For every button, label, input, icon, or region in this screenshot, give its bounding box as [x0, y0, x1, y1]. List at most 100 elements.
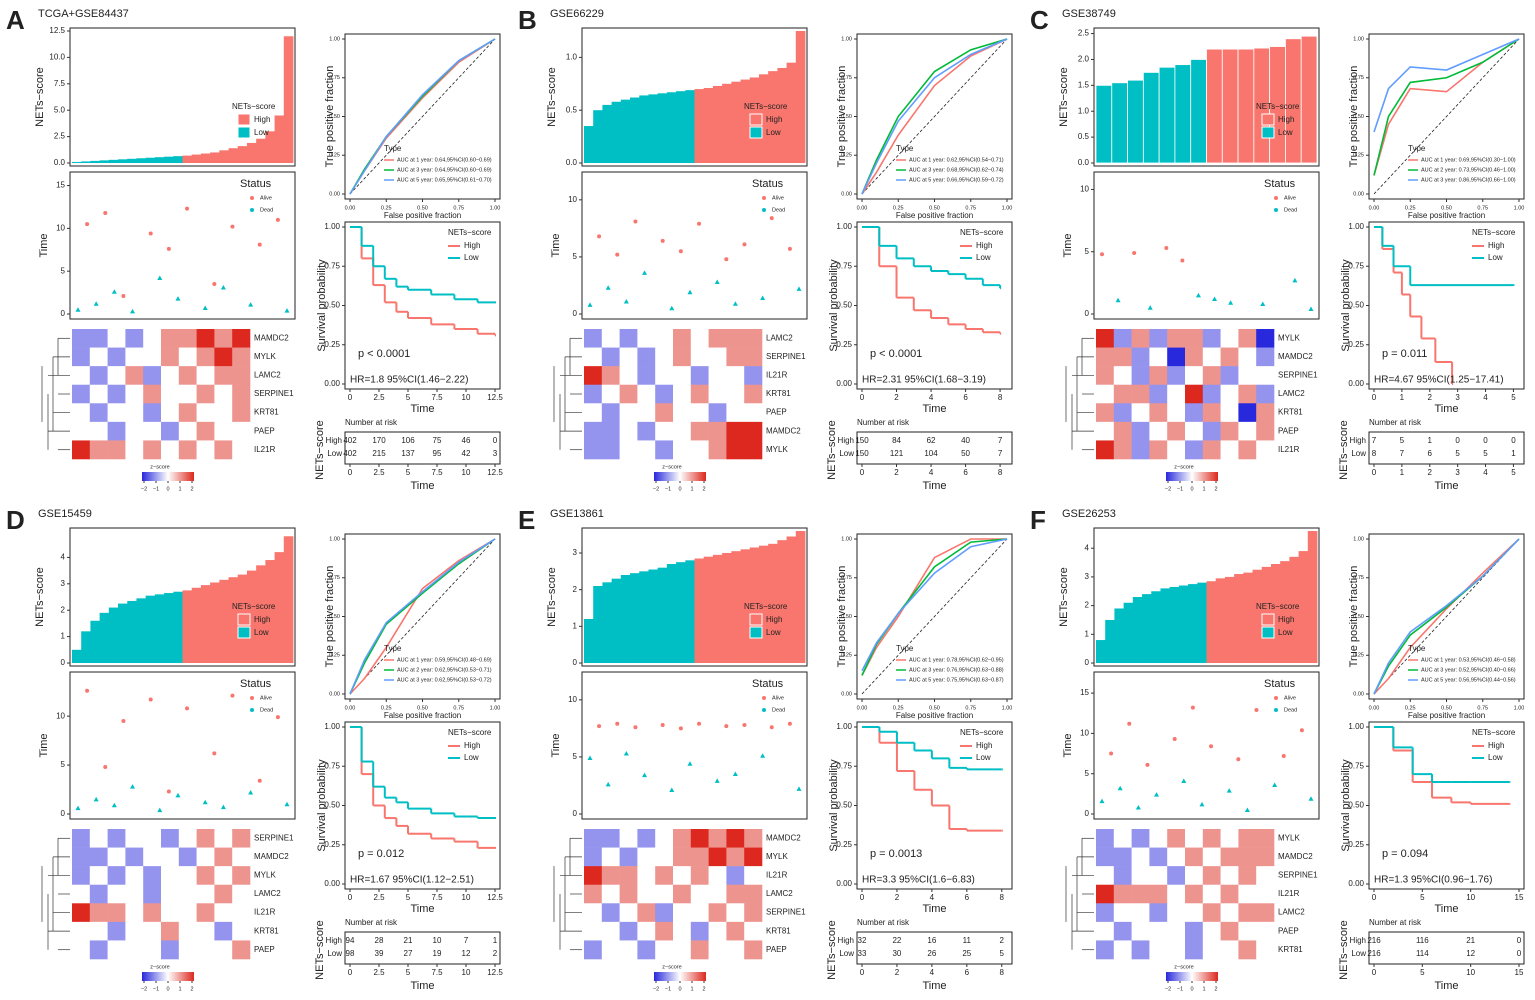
legend-title: NETs−score: [448, 728, 492, 737]
gene-label: SERPINE1: [254, 833, 294, 842]
heat-cell: [1149, 940, 1168, 960]
heat-cell: [1185, 866, 1204, 886]
gene-label: KRT81: [1278, 408, 1303, 417]
y-tick-label: 0.25: [324, 340, 340, 349]
heat-cell: [214, 903, 233, 923]
heat-cell: [1113, 347, 1132, 367]
status-point: [796, 786, 802, 791]
p-value: p = 0.0013: [870, 848, 922, 860]
risk-count: 30: [892, 949, 901, 958]
y-tick-label: 0.00: [836, 879, 852, 888]
heat-cell: [1185, 829, 1204, 848]
score-bar: [768, 543, 778, 663]
score-bar: [685, 560, 695, 663]
heat-cell: [1167, 921, 1186, 941]
x-tick-label: 2.5: [373, 968, 385, 977]
risk-count: 150: [855, 436, 869, 445]
risk-count: 0: [1517, 936, 1522, 945]
y-tick-label: 0.00: [1348, 379, 1364, 388]
heat-cell: [1167, 829, 1186, 848]
heat-cell: [72, 440, 91, 460]
heat-cell: [1202, 829, 1221, 848]
y-tick-label: 0.25: [841, 153, 852, 159]
heat-cell: [690, 884, 709, 904]
status-point: [1099, 798, 1105, 804]
heat-cell: [584, 884, 603, 904]
gene-label: MAMDC2: [1278, 852, 1313, 861]
risk-count: 16: [927, 936, 936, 945]
heat-cell: [655, 384, 674, 404]
y-tick-label: 0.50: [329, 114, 340, 120]
color-scale: [142, 472, 194, 481]
x-axis-label: Time: [410, 903, 434, 915]
heat-cell: [107, 921, 126, 941]
y-tick-label: 0.75: [1348, 261, 1364, 270]
heat-cell: [708, 921, 727, 941]
table-title: Number at risk: [345, 918, 398, 927]
heat-cell: [89, 440, 108, 460]
heat-cell: [107, 866, 126, 886]
y-tick-label: 0.25: [1348, 840, 1364, 849]
gene-label: PAEP: [254, 426, 275, 435]
status-point: [220, 284, 226, 290]
y-tick-label: 0: [61, 309, 66, 318]
heat-cell: [1113, 884, 1132, 904]
heat-cell: [1149, 403, 1168, 423]
status-point: [687, 761, 693, 766]
status-point: [714, 279, 720, 285]
y-tick-label: 1.00: [329, 36, 340, 42]
heat-cell: [107, 829, 126, 848]
heat-cell: [1149, 347, 1168, 367]
gene-label: LAMC2: [254, 371, 281, 380]
gene-label: MAMDC2: [766, 833, 801, 842]
gene-label: PAEP: [254, 945, 275, 954]
hazard-ratio: HR=1.3 95%CI(0.96−1.76): [1374, 875, 1492, 886]
score-bar: [81, 631, 91, 663]
heat-cell: [1131, 940, 1150, 960]
row-label: High: [838, 936, 854, 945]
y-axis-label: Survival probability: [1340, 259, 1352, 352]
status-point: [732, 301, 738, 306]
heat-cell: [72, 384, 91, 404]
heat-cell: [673, 403, 692, 423]
heat-cell: [125, 329, 144, 348]
legend-label: AUC at 5 year: 0.66,95%CI(0.59−0.72): [909, 177, 1004, 183]
risk-count: 0: [1483, 436, 1488, 445]
status-point: [660, 238, 665, 243]
roc-curve: [861, 538, 1008, 676]
heat-cell: [125, 366, 144, 386]
heat-cell: [178, 903, 197, 923]
x-tick-label: 5: [406, 468, 411, 477]
x-tick-label: 1.00: [1514, 205, 1525, 211]
x-tick-label: 1.00: [1002, 705, 1013, 711]
heat-cell: [1096, 347, 1115, 367]
status-point: [202, 305, 208, 311]
heat-cell: [89, 903, 108, 923]
score-bar: [90, 620, 101, 663]
x-axis-label: Time: [922, 903, 946, 915]
heat-cell: [232, 384, 251, 404]
x-tick-label: 6: [965, 893, 970, 902]
heat-cell: [1202, 366, 1221, 386]
x-tick-label: 7.5: [431, 393, 443, 402]
score-bar: [758, 545, 769, 663]
heat-cell: [601, 421, 620, 441]
score-bar: [237, 146, 248, 163]
risk-count: 7: [998, 436, 1003, 445]
legend-label: Low: [464, 253, 479, 262]
score-bar: [164, 156, 174, 163]
status-point: [1135, 805, 1141, 810]
heat-cell: [196, 866, 215, 886]
heat-cell: [1167, 940, 1186, 960]
heat-cell: [1185, 847, 1204, 867]
legend-label: Low: [254, 128, 269, 137]
risk-count: 75: [433, 436, 442, 445]
status-point: [1117, 785, 1123, 791]
status-point: [230, 693, 235, 698]
legend-label: Low: [976, 753, 991, 762]
status-point: [1226, 788, 1232, 793]
score-bar: [1169, 586, 1180, 663]
y-tick-label: 1.00: [836, 222, 852, 231]
x-tick-label: 10: [462, 968, 471, 977]
reference-diagonal: [1373, 38, 1520, 195]
